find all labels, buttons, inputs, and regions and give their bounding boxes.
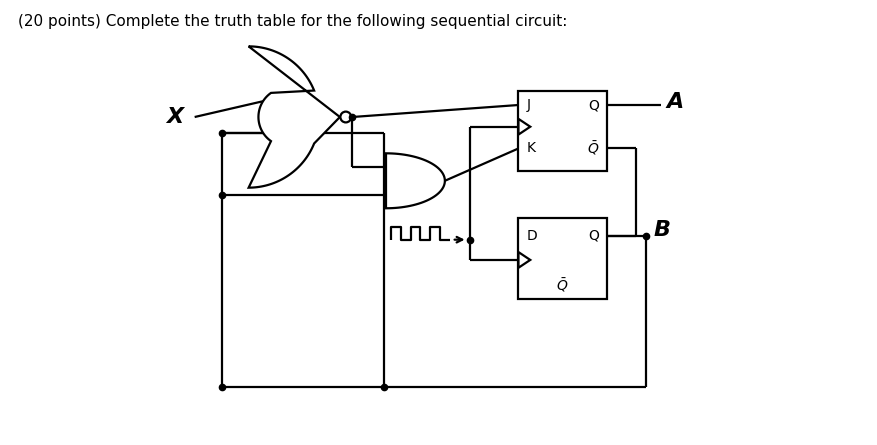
Text: B: B: [654, 220, 671, 240]
Bar: [518, 90, 607, 171]
Polygon shape: [518, 119, 531, 134]
Text: J: J: [526, 98, 531, 112]
Text: D: D: [526, 229, 537, 243]
Polygon shape: [518, 252, 531, 268]
Text: A: A: [667, 92, 684, 112]
Polygon shape: [386, 154, 445, 208]
Text: $\bar{Q}$: $\bar{Q}$: [556, 276, 569, 294]
Bar: [518, 218, 607, 299]
Text: Q: Q: [588, 229, 599, 243]
Text: X: X: [166, 107, 183, 127]
Text: Q: Q: [588, 98, 599, 112]
Text: (20 points) Complete the truth table for the following sequential circuit:: (20 points) Complete the truth table for…: [18, 14, 567, 29]
Text: K: K: [526, 142, 535, 155]
Circle shape: [340, 112, 351, 122]
Text: $\bar{Q}$: $\bar{Q}$: [587, 140, 599, 158]
Polygon shape: [248, 46, 340, 188]
